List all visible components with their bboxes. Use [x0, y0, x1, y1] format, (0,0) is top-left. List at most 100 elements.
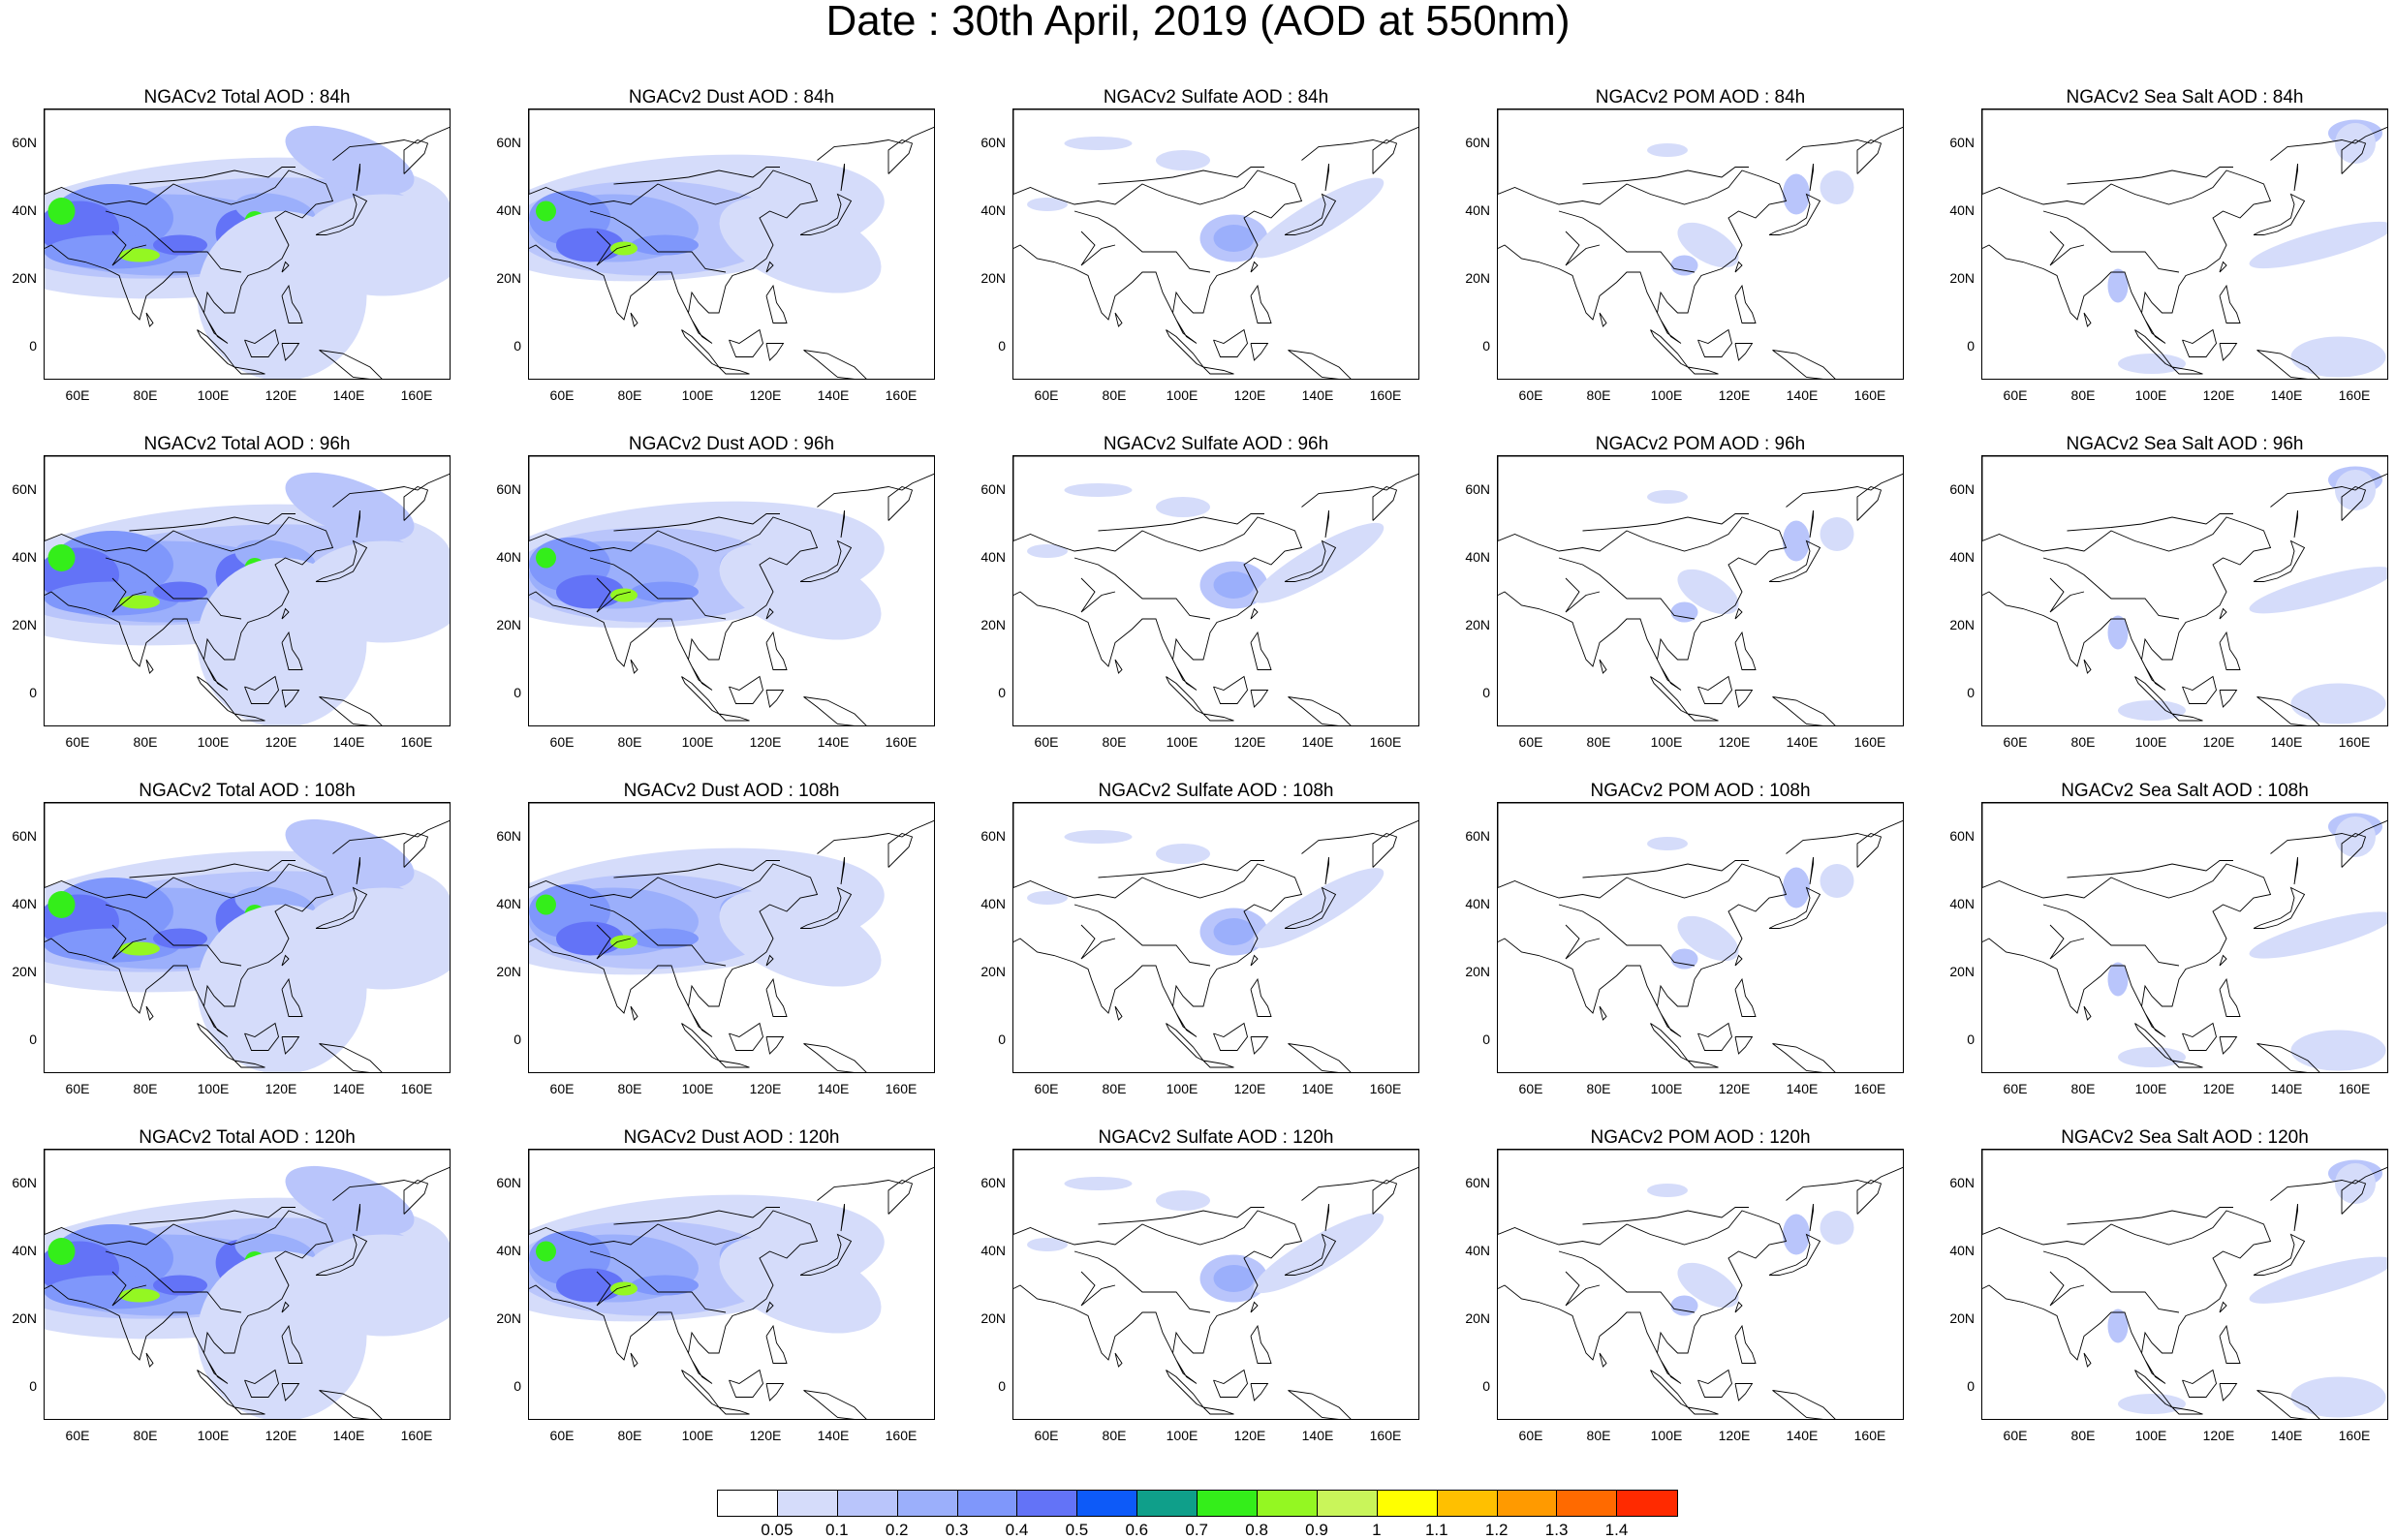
coastline: [2293, 856, 2298, 885]
coastline: [765, 954, 774, 967]
aod-plume: [2249, 1256, 2387, 1304]
coastline: [840, 509, 845, 539]
coastline: [1213, 675, 1248, 704]
lat-tick-label: 20N: [496, 1310, 521, 1326]
coastline: [799, 886, 853, 929]
lon-tick-label: 60E: [2003, 1081, 2028, 1096]
map-panel-pom-3: NGACv2 POM AOD : 120h 60N 40N 20N 0 60E 80E 100…: [1453, 1127, 1938, 1476]
coastline: [315, 1233, 368, 1276]
aod-plume: [2249, 567, 2387, 614]
coastline: [2253, 886, 2306, 929]
aod-plume: [298, 887, 450, 990]
coastline: [105, 1250, 242, 1313]
coastline: [589, 210, 727, 273]
coastline: [1734, 1036, 1754, 1055]
lat-tick-label: 0: [1967, 338, 1975, 354]
coastline: [765, 1036, 785, 1055]
coastline: [1599, 1352, 1607, 1368]
aod-plume: [153, 234, 207, 256]
coastline: [356, 856, 360, 885]
lat-tick-label: 20N: [1949, 617, 1975, 632]
coastline: [2219, 1383, 2238, 1401]
aod-plume: [1253, 522, 1385, 603]
coastline: [2256, 350, 2320, 379]
lon-tick-label: 80E: [1586, 734, 1611, 750]
coastline: [1687, 366, 1719, 375]
coastline: [1772, 696, 1836, 725]
colorbar-label: 0.4: [1005, 1521, 1029, 1539]
coastline: [403, 485, 429, 521]
aod-plume: [1677, 1262, 1739, 1309]
aod-plume: [2118, 354, 2186, 374]
aod-map: [1013, 803, 1418, 1072]
coastline: [315, 539, 368, 582]
coastline: [1697, 1022, 1732, 1051]
panel-title: NGACv2 Dust AOD : 96h: [628, 434, 835, 454]
lat-tick-label: 20N: [1949, 964, 1975, 979]
aod-plume: [1670, 255, 1698, 276]
colorbar-label: 1.1: [1424, 1521, 1448, 1539]
aod-plume: [1647, 837, 1688, 850]
coastline: [2341, 139, 2367, 174]
aod-plume: [536, 200, 556, 222]
aod-plume: [2249, 911, 2387, 959]
aod-map: [1982, 109, 2387, 379]
lon-tick-label: 80E: [617, 1081, 642, 1096]
coastline: [1324, 509, 1329, 539]
coastline: [1582, 513, 1749, 532]
lon-tick-label: 60E: [2003, 1428, 2028, 1443]
coastline: [887, 832, 914, 868]
coastline: [1697, 328, 1732, 357]
lat-tick-label: 0: [1482, 1032, 1490, 1047]
lat-tick-label: 20N: [12, 617, 37, 632]
lon-tick-label: 80E: [2070, 1081, 2096, 1096]
coastline: [1080, 577, 1116, 613]
coastline: [2083, 312, 2092, 327]
coastline: [1772, 1043, 1836, 1072]
lon-tick-label: 120E: [2202, 1081, 2235, 1096]
lat-tick-label: 40N: [1465, 202, 1490, 218]
aod-plume: [556, 921, 624, 956]
aod-plume: [631, 1275, 699, 1296]
coastline: [1288, 350, 1352, 379]
coastline: [1982, 1150, 2387, 1235]
coastline: [596, 1271, 632, 1307]
coastline: [2134, 676, 2173, 715]
aod-map: [45, 803, 450, 1072]
aod-map: [1982, 1150, 2387, 1419]
lon-tick-label: 160E: [1369, 1428, 1402, 1443]
lat-tick-label: 20N: [496, 964, 521, 979]
coastline: [1599, 1005, 1607, 1021]
aod-plume: [2107, 1309, 2129, 1343]
lat-tick-label: 20N: [12, 270, 37, 286]
panel-title: NGACv2 Sea Salt AOD : 120h: [2061, 1127, 2309, 1148]
coastline: [2253, 539, 2306, 582]
coastline: [2083, 659, 2092, 674]
coastline: [1982, 169, 2272, 344]
colorbar-swatch: [1437, 1491, 1498, 1516]
lon-tick-label: 140E: [332, 734, 365, 750]
lon-tick-label: 80E: [1102, 1428, 1127, 1443]
lat-tick-label: 60N: [12, 481, 37, 497]
lat-tick-label: 60N: [496, 828, 521, 844]
colorbar: [717, 1490, 1679, 1517]
panel-title: NGACv2 Dust AOD : 84h: [628, 87, 835, 108]
map-plot-area: [1981, 1149, 2388, 1420]
lat-tick-label: 40N: [980, 202, 1006, 218]
coastline: [613, 860, 780, 878]
colorbar-label: 0.1: [825, 1521, 849, 1539]
aod-plume: [1677, 915, 1739, 962]
lon-tick-label: 60E: [1518, 734, 1543, 750]
coastline: [630, 659, 638, 674]
lat-tick-label: 40N: [496, 549, 521, 565]
coastline: [529, 1210, 819, 1384]
aod-plume: [2290, 683, 2386, 724]
coastline: [45, 109, 450, 195]
aod-plume: [631, 234, 699, 256]
lat-tick-label: 0: [1967, 685, 1975, 700]
lon-tick-label: 160E: [400, 1428, 433, 1443]
lon-tick-label: 120E: [2202, 1428, 2235, 1443]
colorbar-label: 0.6: [1125, 1521, 1149, 1539]
coastline: [105, 557, 242, 620]
coastline: [45, 803, 450, 888]
